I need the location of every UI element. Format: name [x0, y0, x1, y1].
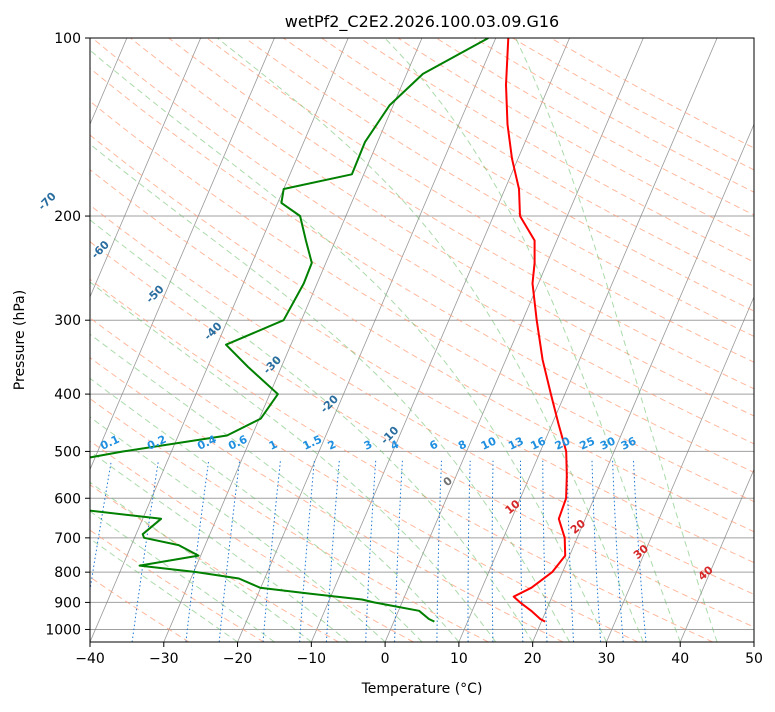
y-tick-label: 1000 — [45, 622, 81, 638]
moist-adiabat-line — [0, 38, 238, 642]
mixing-ratio-line — [395, 461, 403, 642]
dry-adiabat-line — [0, 38, 563, 642]
isotherm-line — [754, 38, 775, 642]
y-tick-label: 500 — [54, 444, 81, 460]
dry-adiabat-line — [0, 38, 488, 642]
y-axis-label: Pressure (hPa) — [12, 290, 28, 390]
mixing-ratio-label: 3 — [362, 438, 374, 453]
isotherm-line — [90, 38, 348, 642]
moist-adiabat-line — [76, 38, 607, 642]
isotherm-line — [0, 38, 201, 642]
dry-adiabat-line — [0, 38, 775, 642]
x-tick-label: 20 — [524, 651, 542, 667]
y-tick-label: 300 — [54, 313, 81, 329]
isotherm-line — [459, 38, 717, 642]
dry-adiabat-line — [0, 38, 638, 642]
dry-adiabat-label: -60 — [89, 238, 112, 261]
x-tick-label: −20 — [223, 651, 253, 667]
x-tick-label: −30 — [149, 651, 179, 667]
dry-adiabat-label: -30 — [261, 353, 284, 376]
moist-adiabat-line — [0, 38, 570, 642]
dry-adiabat-line — [283, 38, 775, 642]
y-tick-label: 900 — [54, 595, 81, 611]
y-tick-label: 100 — [54, 31, 81, 47]
isotherm-line — [680, 38, 775, 642]
y-tick-label: 600 — [54, 491, 81, 507]
moist-adiabat-line — [0, 38, 459, 642]
dry-adiabat-label: -40 — [201, 319, 224, 342]
dry-adiabat-line — [398, 38, 775, 642]
isotherm-line — [385, 38, 643, 642]
mixing-ratio-line — [263, 461, 280, 642]
x-axis-label: Temperature (°C) — [361, 681, 483, 697]
mixing-ratio-label: 10 — [479, 434, 499, 452]
mixing-ratio-label: 25 — [578, 434, 597, 452]
mixing-ratio-label: 0.4 — [195, 433, 218, 453]
mixing-ratio-label: 0.2 — [145, 433, 168, 453]
dry-adiabat-line — [474, 38, 775, 642]
mixing-ratio-line — [567, 461, 573, 642]
dry-adiabat-line — [169, 38, 775, 642]
chart-title: wetPf2_C2E2.2026.100.03.09.G16 — [285, 12, 559, 32]
dry-adiabat-label: -50 — [143, 282, 166, 305]
x-tick-label: 0 — [381, 651, 390, 667]
y-tick-label: 700 — [54, 531, 81, 547]
dry-adiabat-line — [360, 38, 775, 642]
y-tick-label: 800 — [54, 565, 81, 581]
moist-adiabat-line — [0, 38, 348, 642]
moist-adiabat-line — [0, 38, 533, 642]
mixing-ratio-label: 1 — [267, 438, 279, 453]
dry-adiabat-line — [0, 38, 713, 642]
sounding-profiles — [50, 38, 567, 622]
mixing-ratio-label: 16 — [529, 434, 549, 452]
mixing-ratio-line — [82, 461, 112, 642]
x-tick-label: 30 — [598, 651, 616, 667]
dry-adiabat-line — [0, 38, 264, 642]
background-lines — [0, 38, 775, 642]
mixing-ratio-line — [543, 461, 547, 642]
mixing-ratio-line — [520, 461, 522, 642]
mixing-ratio-line — [132, 461, 158, 642]
mixing-ratio-line — [437, 461, 442, 642]
mixing-ratio-label: 36 — [619, 434, 639, 452]
mixing-ratio-label: 13 — [506, 434, 525, 452]
mixing-ratio-label: 20 — [553, 434, 573, 452]
x-tick-label: −10 — [297, 651, 327, 667]
mixing-ratio-label: 6 — [428, 438, 441, 453]
moist-adiabat-label: 0 — [441, 474, 455, 489]
dry-adiabat-line — [551, 38, 775, 642]
mixing-ratio-line — [300, 461, 315, 642]
x-tick-label: 50 — [745, 651, 763, 667]
dry-adiabat-label: -20 — [318, 392, 341, 415]
moist-adiabat-line — [0, 38, 274, 642]
y-tick-label: 400 — [54, 387, 81, 403]
x-tick-label: 10 — [450, 651, 468, 667]
dry-adiabat-line — [436, 38, 775, 642]
mixing-ratio-line — [492, 461, 493, 642]
mixing-ratio-line — [366, 461, 376, 642]
dry-adiabat-line — [207, 38, 775, 642]
dry-adiabat-line — [0, 38, 189, 642]
y-tick-label: 200 — [54, 209, 81, 225]
dry-adiabat-line — [0, 38, 339, 642]
moist-adiabat-line — [0, 38, 496, 642]
dry-adiabat-line — [92, 38, 775, 642]
x-tick-label: −40 — [75, 651, 105, 667]
x-tick-label: 40 — [671, 651, 689, 667]
moist-adiabat-line — [0, 38, 311, 642]
mixing-ratio-line — [326, 461, 339, 642]
temperature-line — [506, 38, 567, 622]
mixing-ratio-label: 0.1 — [98, 433, 121, 453]
dry-adiabat-line — [245, 38, 775, 642]
